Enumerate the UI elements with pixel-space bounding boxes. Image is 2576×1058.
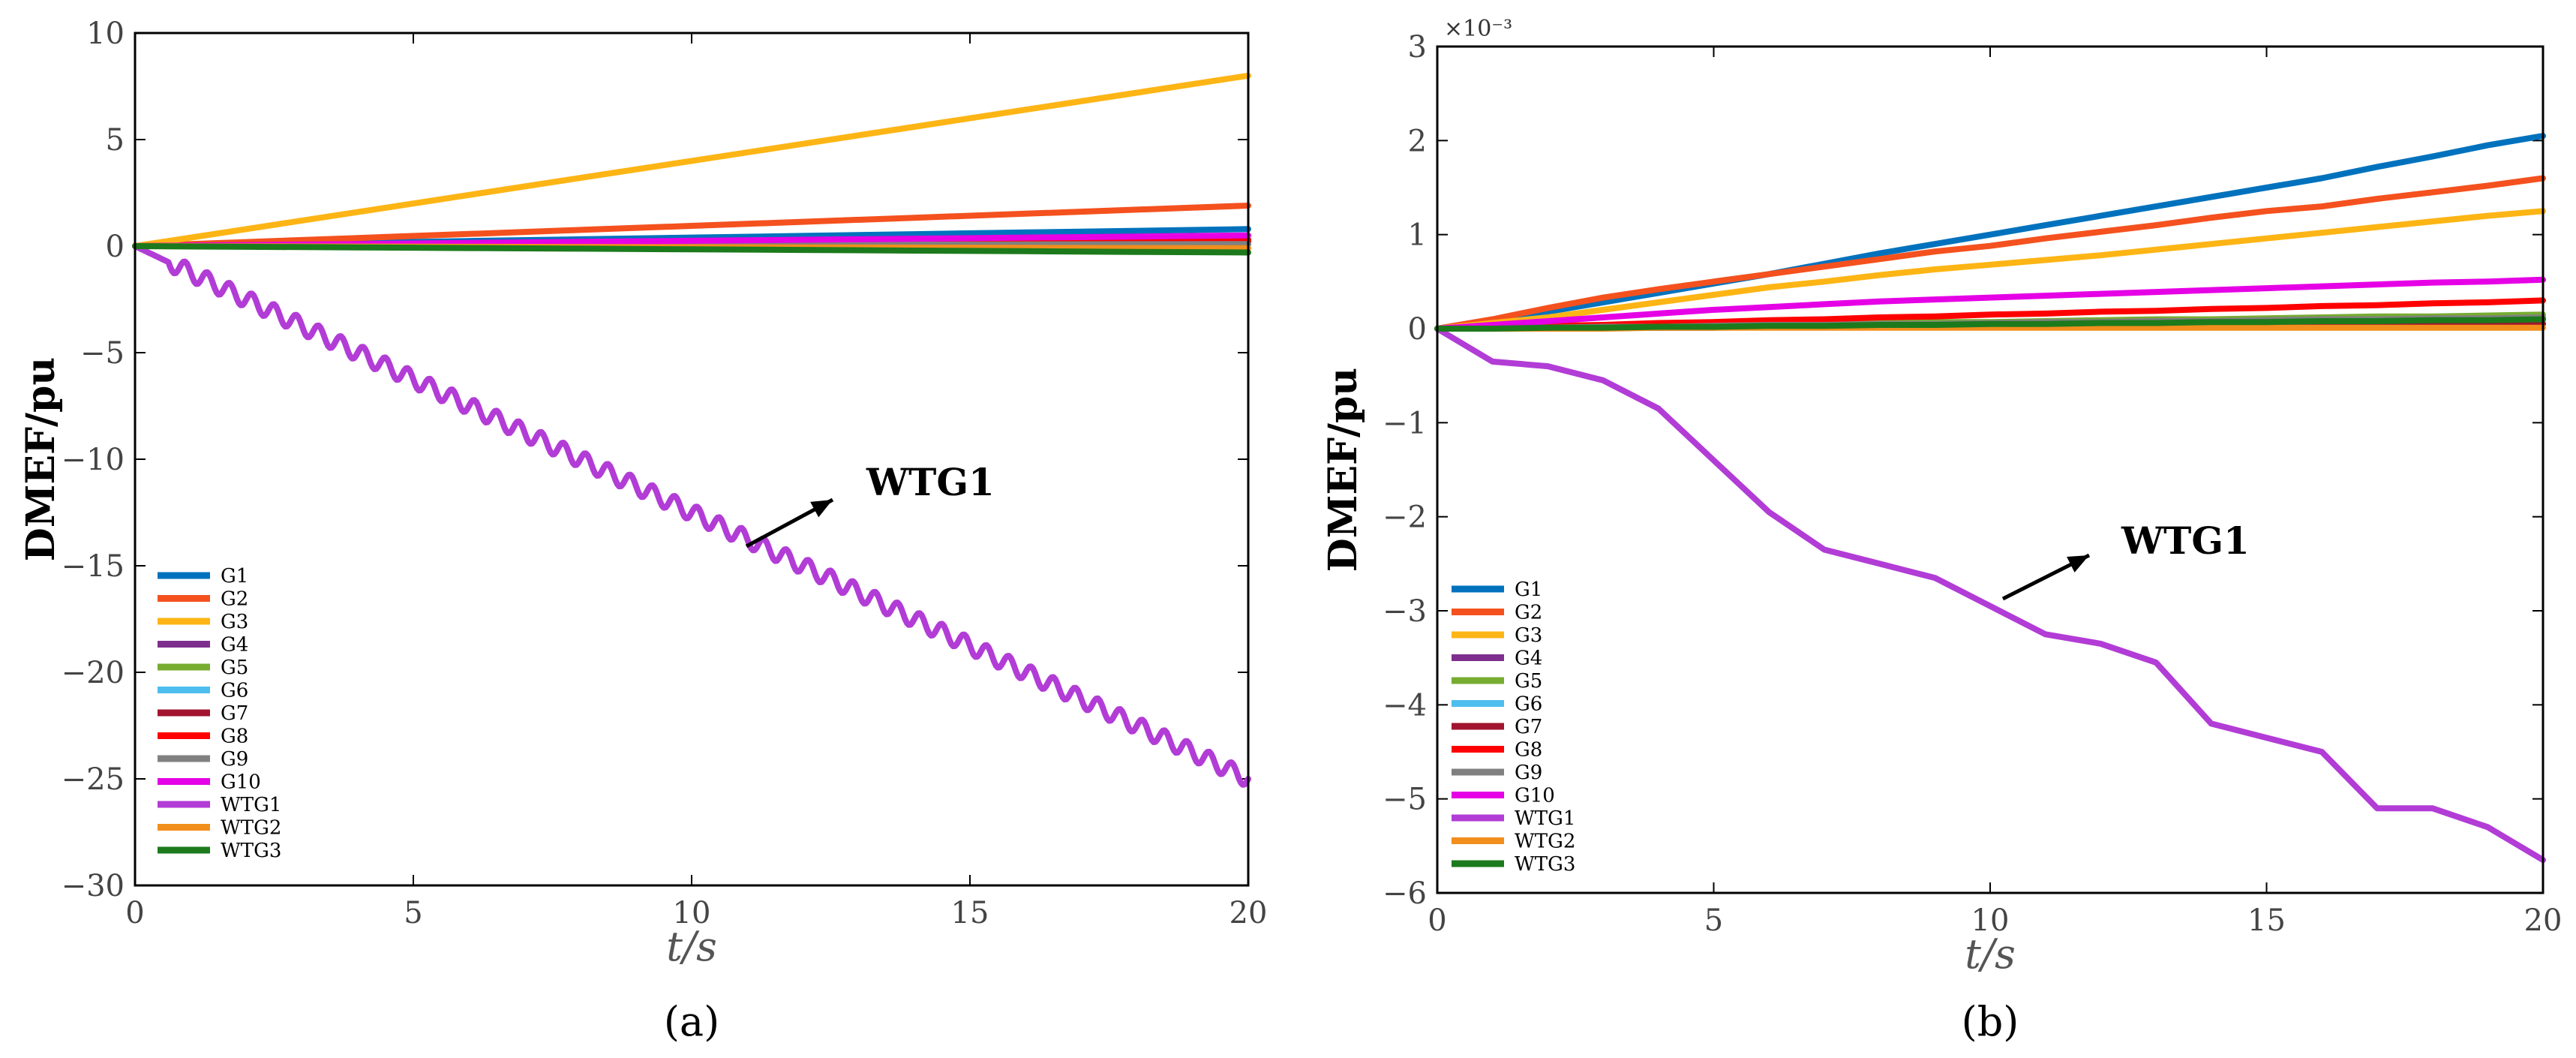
y-tick-label: 3 <box>1408 30 1427 65</box>
legend-label-g10: G10 <box>1515 785 1555 807</box>
y-tick-label: 0 <box>106 230 125 264</box>
series-line-g2 <box>132 203 1251 249</box>
series-line-g3 <box>132 72 1251 249</box>
y-tick-label: 5 <box>106 123 125 158</box>
y-axis-label: DMEF/pu <box>18 357 64 561</box>
annotation-arrowhead <box>2067 555 2089 573</box>
y-tick-label: −6 <box>1383 876 1427 911</box>
x-tick-label: 0 <box>125 896 144 930</box>
legend-label-g4: G4 <box>1515 648 1542 670</box>
y-tick-label: −5 <box>1383 783 1427 817</box>
x-tick-label: 10 <box>1971 903 2010 938</box>
x-tick-label: 0 <box>1428 903 1446 938</box>
legend-label-wtg2: WTG2 <box>1515 831 1575 853</box>
legend-label-wtg3: WTG3 <box>1515 853 1575 876</box>
series-line-g10 <box>1434 276 2546 332</box>
plot-frame <box>1436 45 2544 894</box>
y-tick-label: −5 <box>80 336 125 371</box>
series-line-g1 <box>1434 133 2546 332</box>
y-tick-label: −30 <box>62 869 125 903</box>
legend-label-wtg2: WTG2 <box>221 817 281 840</box>
y-tick-label: 1 <box>1408 218 1427 253</box>
legend-label-g6: G6 <box>221 680 248 702</box>
y-tick-label: −10 <box>62 443 125 477</box>
panel-caption: (b) <box>1962 998 2019 1045</box>
legend-label-g2: G2 <box>1515 602 1542 624</box>
x-tick-label: 20 <box>1229 896 1268 930</box>
legend-label-g4: G4 <box>221 634 248 657</box>
plot-frame <box>134 32 1250 887</box>
annotation-arrowhead <box>810 500 833 518</box>
panel-caption: (a) <box>664 998 719 1045</box>
y-tick-label: 2 <box>1408 124 1427 158</box>
legend-label-g9: G9 <box>1515 762 1542 784</box>
panel-b: 0 5 10 15 20 −6 −5 −4 −3 −2 −1 0 1 2 3 G1G2G3G4G5G6G7G8… <box>1320 16 2562 1045</box>
legend-label-g5: G5 <box>221 657 248 679</box>
x-tick-label: 20 <box>2524 903 2562 938</box>
legend-label-g8: G8 <box>221 726 248 748</box>
y-tick-label: 0 <box>1408 312 1427 347</box>
x-tick-label: 5 <box>1704 903 1723 938</box>
y-tick-label: −20 <box>62 656 125 690</box>
legend-label-g7: G7 <box>221 702 248 725</box>
legend-label-g1: G1 <box>1515 579 1542 601</box>
y-tick-label: −1 <box>1383 406 1427 440</box>
series-line-wtg1 <box>1434 326 2546 864</box>
x-tick-label: 10 <box>673 896 711 930</box>
annotation-label: WTG1 <box>866 460 995 504</box>
y-axis-label: DMEF/pu <box>1320 368 1366 572</box>
legend-label-wtg1: WTG1 <box>221 794 281 816</box>
x-tick-label: 5 <box>404 896 422 930</box>
legend-label-g5: G5 <box>1515 670 1542 693</box>
y-tick-label: −3 <box>1383 594 1427 629</box>
series-line-wtg3 <box>1434 316 2546 332</box>
legend-label-g6: G6 <box>1515 693 1542 716</box>
x-tick-label: 15 <box>2247 903 2286 938</box>
x-axis-label: t/s <box>1965 930 2016 978</box>
annotation-label: WTG1 <box>2121 518 2250 563</box>
x-axis-label: t/s <box>666 923 717 970</box>
y-tick-label: −25 <box>62 762 125 797</box>
legend-label-wtg3: WTG3 <box>221 840 281 862</box>
legend-label-g2: G2 <box>221 588 248 611</box>
x-tick-label: 15 <box>951 896 989 930</box>
series-line-wtg1 <box>132 243 1251 788</box>
legend-label-wtg1: WTG1 <box>1515 807 1575 830</box>
legend-label-g10: G10 <box>221 771 261 794</box>
panel-a: 0 5 10 15 20−30−25−20−15−10−50510G1G2G3G4G5G… <box>18 17 1267 1045</box>
series-line-g2 <box>1434 175 2546 332</box>
y-tick-label: −2 <box>1383 500 1427 535</box>
y-tick-label: −15 <box>62 549 125 584</box>
legend-label-g7: G7 <box>1515 716 1542 738</box>
legend-label-g3: G3 <box>221 611 248 633</box>
legend-label-g1: G1 <box>221 565 248 588</box>
axis-multiplier: ×10⁻³ <box>1444 16 1512 42</box>
y-tick-label: −4 <box>1383 688 1427 723</box>
legend-label-g8: G8 <box>1515 739 1542 762</box>
legend-label-g3: G3 <box>1515 624 1542 647</box>
series-line-g3 <box>1434 208 2546 332</box>
y-tick-label: 10 <box>86 17 125 51</box>
series-line-wtg3 <box>132 243 1251 256</box>
legend-label-g9: G9 <box>221 748 248 771</box>
